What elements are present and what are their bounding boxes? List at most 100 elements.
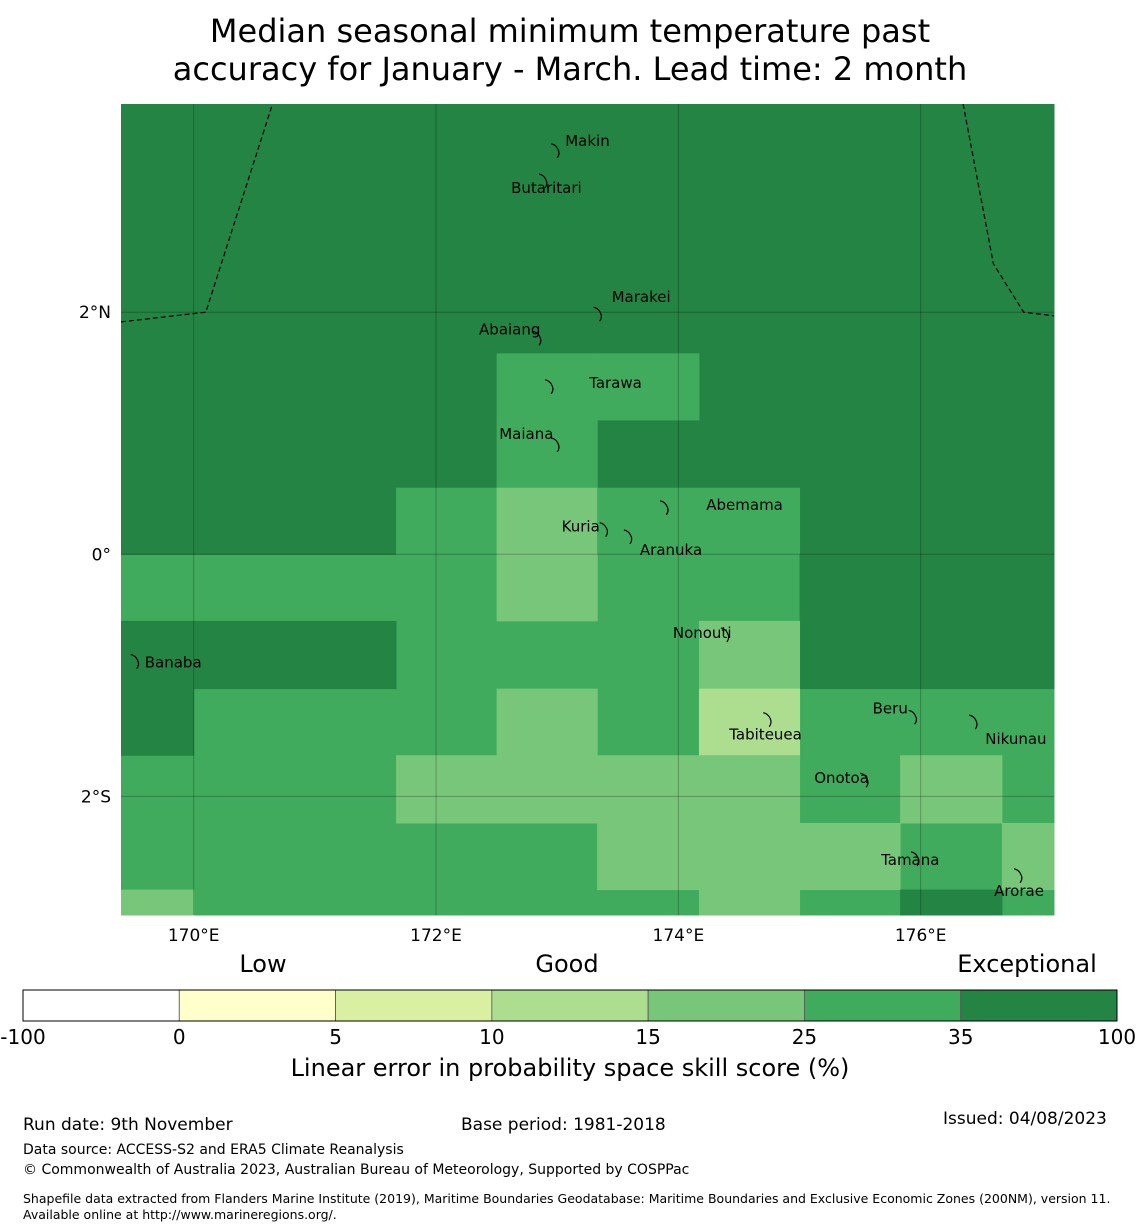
grid-cell-17 bbox=[597, 823, 801, 891]
island-outline-abaiang bbox=[532, 330, 542, 346]
grid-cell-16 bbox=[396, 755, 801, 824]
lat-tick-label: 2°N bbox=[79, 303, 111, 323]
island-layer: Makin Butaritari Marakei Abaiang Tarawa Maian… bbox=[130, 132, 1047, 900]
colorbar-category-good: Good bbox=[535, 950, 598, 978]
island-label-beru: Beru bbox=[873, 699, 908, 717]
colorbar-tick-label: 100 bbox=[1098, 1025, 1136, 1049]
island-label-onotoa: Onotoa bbox=[814, 769, 869, 787]
eez-boundaries bbox=[120, 103, 1055, 323]
island-outline-marakei bbox=[593, 306, 603, 322]
colorbar-bin-2 bbox=[335, 989, 493, 1022]
chart-title-line-2: accuracy for January - March. Lead time:… bbox=[172, 50, 968, 88]
island-label-tarawa: Tarawa bbox=[588, 374, 642, 392]
colorbar-outline bbox=[22, 989, 1118, 1022]
island-label-kuria: Kuria bbox=[562, 518, 600, 536]
axis-tick-labels: 170°E 172°E 174°E 176°E 2°N 0° 2°S bbox=[79, 303, 947, 946]
colorbar-bin-3 bbox=[491, 989, 649, 1022]
island-label-nonouti: Nonouti bbox=[673, 624, 732, 642]
lon-tick-label: 170°E bbox=[168, 926, 220, 946]
grid-cell-12 bbox=[121, 688, 195, 756]
island-outline-banaba bbox=[130, 654, 140, 669]
island-outline-makin bbox=[551, 143, 560, 159]
chart-title-line-1: Median seasonal minimum temperature past bbox=[209, 12, 931, 50]
island-outline-tamana bbox=[910, 851, 920, 867]
lon-tick-label: 176°E bbox=[895, 926, 947, 946]
colorbar-tick-label: 5 bbox=[329, 1025, 342, 1049]
lat-tick-label: 0° bbox=[92, 545, 111, 565]
lat-tick-label: 2°S bbox=[81, 787, 111, 807]
base-period: Base period: 1981-2018 bbox=[461, 1115, 666, 1135]
grid-cell-23 bbox=[121, 889, 195, 916]
copyright: © Commonwealth of Australia 2023, Austra… bbox=[23, 1162, 690, 1178]
grid-cell-8 bbox=[597, 487, 801, 555]
colorbar-label: Linear error in probability space skill … bbox=[290, 1054, 850, 1082]
eez-boundary-0 bbox=[120, 103, 274, 323]
island-outline-abemama bbox=[660, 500, 669, 516]
island-outline-tabiteuea bbox=[763, 712, 772, 728]
grid-cell-13 bbox=[698, 620, 801, 690]
lon-tick-label: 172°E bbox=[410, 926, 462, 946]
colorbar-bin-4 bbox=[647, 989, 805, 1022]
colorbar-bin-1 bbox=[178, 989, 336, 1022]
colorbar: -100 0 5 10 15 25 35 100 Low Good Exceptional bbox=[0, 950, 1136, 1049]
island-label-banaba: Banaba bbox=[145, 654, 202, 672]
grid-cell-7 bbox=[496, 487, 598, 555]
island-outline-nikunau bbox=[969, 714, 978, 730]
island-label-marakei: Marakei bbox=[612, 288, 671, 306]
grid-cell-2 bbox=[121, 487, 397, 555]
colorbar-bin-5 bbox=[804, 989, 962, 1022]
island-outline-arorae bbox=[1013, 868, 1023, 884]
graticule bbox=[121, 104, 1054, 915]
shapefile-credit: Shapefile data extracted from Flanders M… bbox=[23, 1191, 1111, 1222]
island-outline-nonouti bbox=[720, 627, 730, 643]
colorbar-tick-label: 35 bbox=[948, 1025, 973, 1049]
grid-cell-3 bbox=[496, 353, 598, 421]
island-label-arorae: Arorae bbox=[994, 882, 1044, 900]
eez-boundary-1 bbox=[962, 103, 1055, 317]
grid-cell-20 bbox=[900, 755, 1003, 824]
colorbar-tick-label: 10 bbox=[479, 1025, 504, 1049]
grid-cell-6 bbox=[396, 487, 498, 555]
grid-cell-18 bbox=[698, 889, 801, 916]
island-outline-tarawa bbox=[545, 379, 554, 395]
grid-cell-9 bbox=[799, 554, 1055, 690]
issued-date: Issued: 04/08/2023 bbox=[943, 1109, 1107, 1129]
island-label-aranuka: Aranuka bbox=[640, 541, 702, 559]
island-label-nikunau: Nikunau bbox=[985, 730, 1046, 748]
island-label-butaritari: Butaritari bbox=[511, 179, 582, 197]
colorbar-tick-label: 25 bbox=[792, 1025, 817, 1049]
colorbar-tick-label: 0 bbox=[173, 1025, 186, 1049]
map-figure: Makin Butaritari Marakei Abaiang Tarawa Maian… bbox=[0, 103, 1136, 1049]
grid-cell-19 bbox=[799, 823, 901, 891]
grid-cell-14 bbox=[496, 688, 598, 756]
colorbar-tick-label: 15 bbox=[635, 1025, 660, 1049]
grid-cell-11 bbox=[121, 620, 397, 690]
skill-grid bbox=[121, 104, 1055, 916]
island-label-abemama: Abemama bbox=[706, 496, 783, 514]
colorbar-tick-label: -100 bbox=[0, 1025, 45, 1049]
grid-cell-5 bbox=[496, 419, 598, 489]
island-outline-onotoa bbox=[860, 772, 869, 788]
colorbar-bin-0 bbox=[22, 989, 180, 1022]
run-date: Run date: 9th November bbox=[23, 1115, 233, 1135]
island-label-tamana: Tamana bbox=[880, 851, 939, 869]
island-outline-beru bbox=[908, 709, 918, 725]
lon-tick-label: 174°E bbox=[653, 926, 705, 946]
colorbar-category-exceptional: Exceptional bbox=[957, 950, 1097, 978]
grid-cell-21 bbox=[1001, 823, 1055, 891]
grid-cell-15 bbox=[698, 688, 801, 756]
island-label-abaiang: Abaiang bbox=[479, 320, 540, 338]
island-outline-butaritari bbox=[538, 173, 548, 189]
grid-cell-10 bbox=[496, 554, 598, 622]
grid-cell-4 bbox=[597, 353, 700, 421]
island-label-maiana: Maiana bbox=[499, 425, 553, 443]
data-source: Data source: ACCESS-S2 and ERA5 Climate … bbox=[23, 1142, 404, 1158]
grid-cell-22 bbox=[900, 889, 1003, 916]
island-label-makin: Makin bbox=[565, 132, 610, 150]
island-outline-kuria bbox=[599, 522, 609, 538]
island-outline-aranuka bbox=[623, 529, 633, 545]
colorbar-bin-6 bbox=[960, 989, 1118, 1022]
colorbar-category-low: Low bbox=[239, 950, 286, 978]
island-label-tabiteuea: Tabiteuea bbox=[728, 726, 802, 744]
island-outline-maiana bbox=[551, 437, 560, 453]
